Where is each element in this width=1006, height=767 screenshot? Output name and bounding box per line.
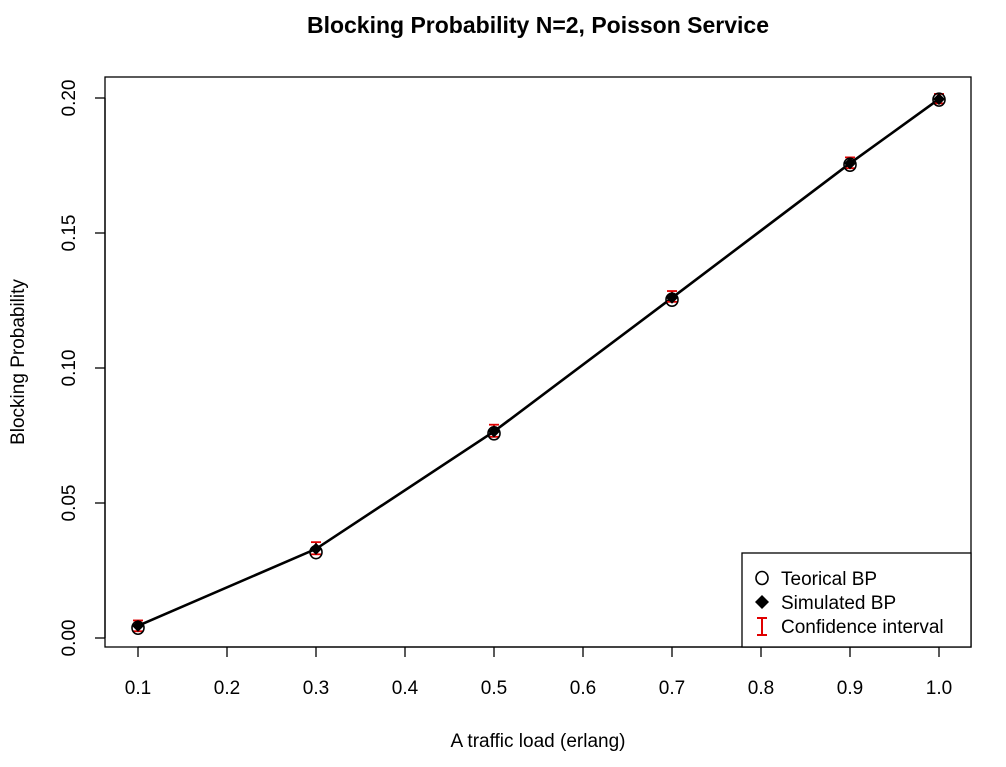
x-tick-label: 0.7 <box>659 678 685 699</box>
simulated-line <box>137 98 940 628</box>
y-tick-label: 0.20 <box>59 80 80 117</box>
y-tick-label: 0.05 <box>59 485 80 522</box>
chart-title: Blocking Probability N=2, Poisson Servic… <box>307 12 769 38</box>
x-tick-label: 1.0 <box>926 678 952 699</box>
legend-label-teorical: Teorical BP <box>781 569 877 590</box>
simulated-bp-point <box>132 619 144 632</box>
x-tick-label: 0.4 <box>392 678 419 699</box>
legend-item-teorical: Teorical BP <box>755 569 877 590</box>
simulated-bp-point <box>488 425 500 438</box>
y-tick-label: 0.15 <box>59 215 80 252</box>
legend-box <box>741 552 972 648</box>
simulated-bp-point <box>933 93 945 106</box>
x-tick-label: 0.5 <box>481 678 507 699</box>
y-tick-label: 0.10 <box>59 350 80 387</box>
legend-label-simulated: Simulated BP <box>781 593 896 614</box>
x-tick-label: 0.3 <box>303 678 329 699</box>
legend-item-confidence: Confidence interval <box>757 617 944 638</box>
simulated-bp-point <box>310 542 322 555</box>
x-tick-label: 0.2 <box>214 678 240 699</box>
legend-diamond-icon <box>755 595 769 609</box>
legend-open-circle-icon <box>755 570 769 586</box>
simulated-bp-point <box>844 157 856 170</box>
legend-error-bar-icon <box>757 617 767 636</box>
plot-area <box>131 92 946 636</box>
x-axis: 0.1 0.2 0.3 0.4 0.5 0.6 0.7 0.8 0.9 1.0 <box>125 646 952 699</box>
legend-item-simulated: Simulated BP <box>755 593 896 614</box>
x-tick-label: 0.6 <box>570 678 596 699</box>
y-axis: 0.00 0.05 0.10 0.15 0.20 <box>59 80 106 657</box>
simulated-bp-point <box>666 291 678 304</box>
x-axis-label: A traffic load (erlang) <box>451 731 626 752</box>
legend-label-confidence: Confidence interval <box>781 617 944 638</box>
y-tick-label: 0.00 <box>59 620 80 657</box>
x-tick-label: 0.1 <box>125 678 151 699</box>
y-axis-label: Blocking Probability <box>8 279 29 445</box>
legend: Teorical BP Simulated BP Confidence inte… <box>741 552 972 648</box>
x-tick-label: 0.9 <box>837 678 863 699</box>
x-tick-label: 0.8 <box>748 678 774 699</box>
